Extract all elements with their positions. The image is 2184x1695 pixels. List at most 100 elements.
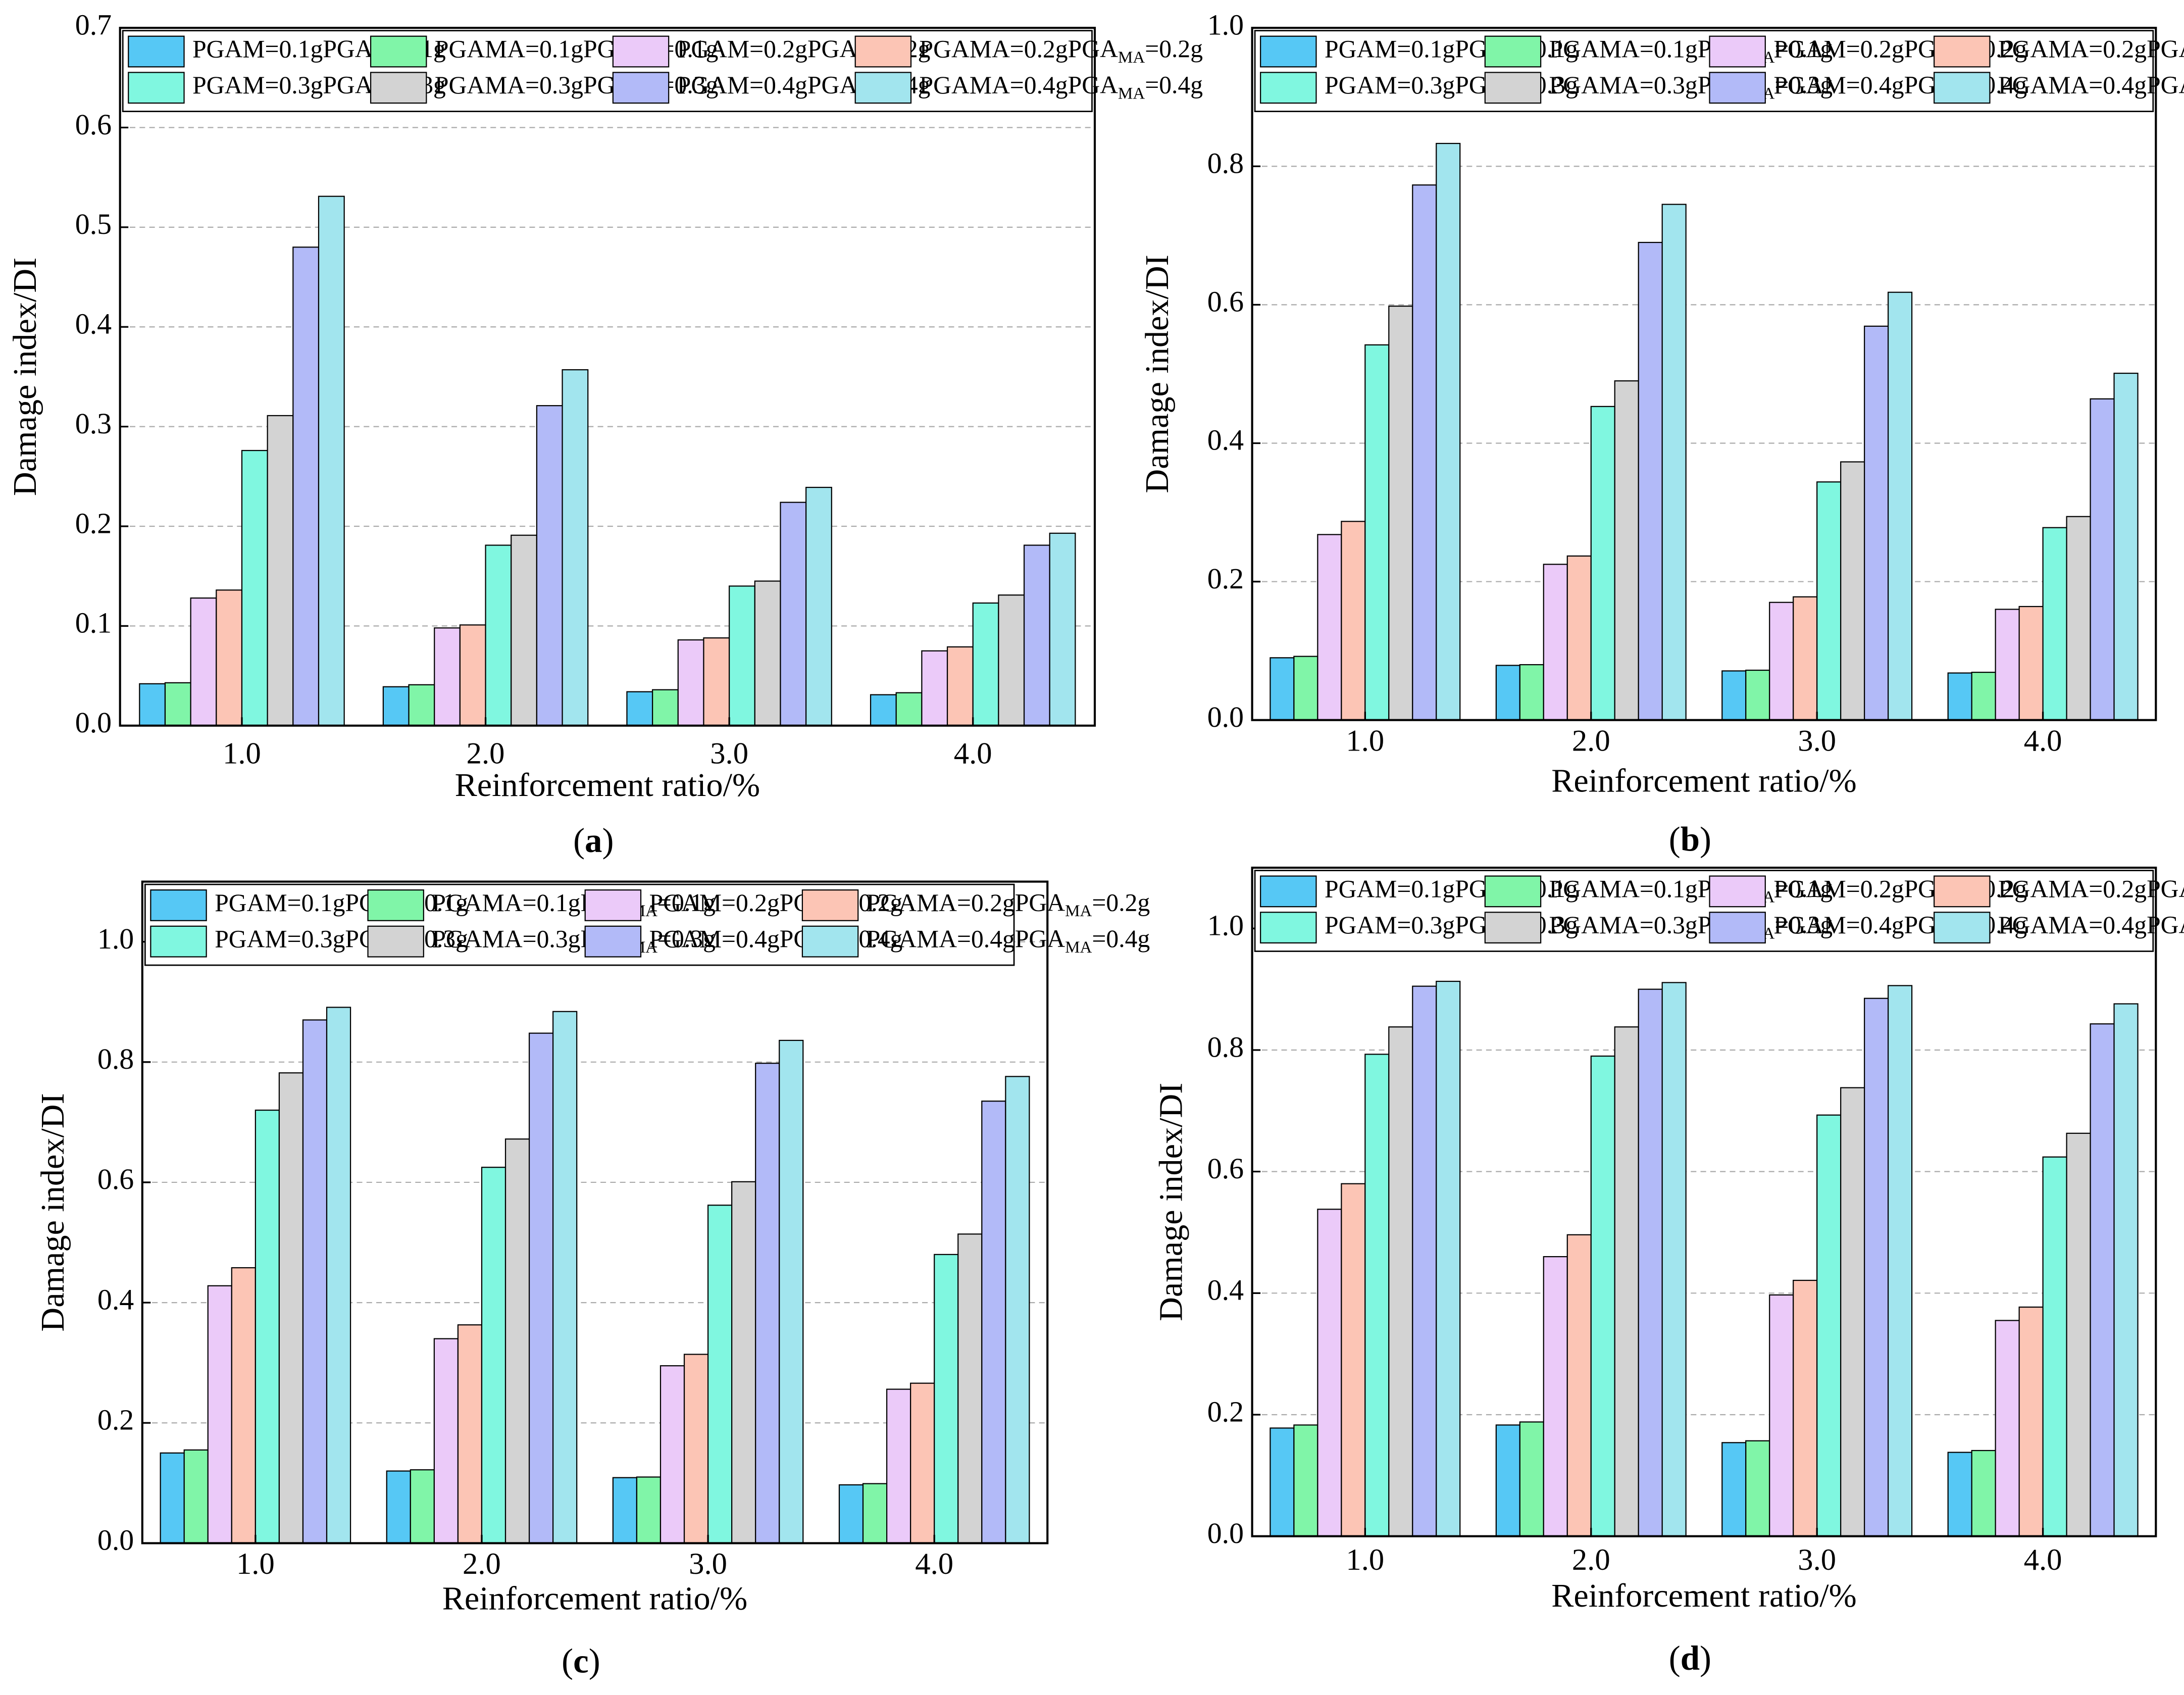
- legend-swatch: [612, 35, 670, 68]
- y-tick-label: 0.0: [1207, 1517, 1244, 1550]
- bar: [1388, 1026, 1413, 1537]
- x-tick-label: 3.0: [1798, 724, 1836, 758]
- y-tick-label: 0.4: [75, 308, 112, 340]
- bar: [729, 585, 755, 726]
- bar: [677, 639, 704, 726]
- x-tick-label: 4.0: [954, 736, 992, 770]
- x-tick-label: 4.0: [2024, 1543, 2062, 1577]
- legend-box: [122, 30, 1093, 112]
- bar: [683, 1354, 709, 1544]
- bar: [886, 1388, 911, 1544]
- bar: [1769, 1294, 1794, 1537]
- bar: [408, 684, 435, 726]
- bar: [1638, 241, 1663, 721]
- y-tick-label: 1.0: [97, 922, 134, 955]
- bar: [485, 544, 512, 726]
- bar: [1364, 344, 1390, 721]
- bar: [267, 415, 294, 726]
- legend-label: PGAMA=0.2gPGAMA=0.2g: [867, 889, 1150, 920]
- bar: [1317, 534, 1342, 721]
- x-tick-label: 2.0: [467, 736, 505, 770]
- bar: [160, 1452, 185, 1544]
- legend-swatch: [801, 889, 859, 921]
- y-tick-label: 0.4: [97, 1283, 134, 1316]
- bar: [386, 1470, 411, 1544]
- bar: [1519, 1421, 1544, 1537]
- bar: [1049, 532, 1076, 726]
- bar: [707, 1205, 733, 1544]
- x-tick-label: 1.0: [1346, 1543, 1384, 1577]
- bar: [659, 1365, 685, 1544]
- legend-swatch: [1260, 35, 1317, 68]
- bar: [972, 602, 999, 726]
- y-tick-label: 0.8: [1207, 147, 1244, 180]
- legend-swatch: [584, 889, 642, 921]
- legend-swatch: [128, 72, 185, 104]
- y-tick-label: 0.0: [75, 706, 112, 739]
- bar: [457, 1324, 483, 1544]
- bar: [731, 1181, 756, 1544]
- legend-swatch: [1484, 72, 1542, 104]
- y-tick-label: 0.8: [1207, 1030, 1244, 1063]
- y-tick-label: 0.1: [75, 607, 112, 639]
- legend-swatch: [367, 925, 424, 958]
- legend-swatch: [1934, 35, 1991, 68]
- x-tick-label: 3.0: [689, 1547, 727, 1581]
- bar: [1840, 1087, 1865, 1537]
- bar: [636, 1476, 662, 1544]
- x-tick-label: 4.0: [915, 1547, 953, 1581]
- bar: [1364, 1054, 1390, 1537]
- x-tick-label: 2.0: [1572, 724, 1610, 758]
- bar: [1566, 1234, 1592, 1537]
- bar: [1590, 406, 1615, 721]
- bar: [536, 405, 563, 726]
- bar: [1566, 555, 1592, 721]
- bar: [241, 450, 268, 726]
- bar: [552, 1011, 578, 1544]
- y-tick-label: 0.3: [75, 407, 112, 440]
- legend-swatch: [1709, 912, 1766, 943]
- plot-frame: [141, 880, 1049, 1544]
- legend-label: PGAMA=0.2gPGAMA=0.2g: [1998, 35, 2184, 66]
- bar: [1543, 564, 1568, 721]
- bar: [779, 1039, 804, 1544]
- bar: [1614, 1026, 1639, 1537]
- bar: [2042, 527, 2067, 721]
- bar: [2066, 1132, 2091, 1537]
- legend-label: PGAMA=0.4gPGAMA=0.4g: [920, 71, 1203, 103]
- legend-swatch: [1260, 912, 1317, 943]
- legend-label: PGAM=0.2gPGAM=0.2g: [649, 889, 903, 920]
- legend-label: PGAMA=0.2gPGAMA=0.2g: [920, 35, 1203, 66]
- legend-swatch: [150, 925, 207, 958]
- bar: [1293, 1424, 1318, 1537]
- legend-label: PGAMA=0.4gPGAMA=0.4g: [1998, 911, 2184, 942]
- bar: [1864, 998, 1889, 1537]
- bar: [934, 1254, 959, 1544]
- y-axis-label: Damage index/DI: [1139, 255, 1176, 493]
- y-tick-label: 0.6: [97, 1163, 134, 1195]
- bar: [1269, 1427, 1295, 1537]
- legend-swatch: [1934, 875, 1991, 908]
- plot-frame: [119, 27, 1096, 727]
- bar: [754, 580, 781, 726]
- legend-label: PGAMA=0.4gPGAMA=0.4g: [1998, 71, 2184, 103]
- legend-box: [1254, 30, 2154, 112]
- legend-label: PGAMA=0.4gPGAMA=0.4g: [867, 925, 1150, 957]
- y-axis-label: Damage index/DI: [7, 258, 43, 496]
- bar: [1519, 664, 1544, 721]
- bar: [1745, 669, 1770, 721]
- bar: [2066, 516, 2091, 721]
- bar: [1793, 596, 1818, 721]
- panel-label: (a): [573, 821, 614, 860]
- bar: [139, 683, 166, 726]
- y-tick-label: 0.0: [1207, 701, 1244, 733]
- x-axis-label: Reinforcement ratio/%: [442, 1580, 748, 1617]
- bar: [1840, 461, 1865, 721]
- y-tick-label: 0.2: [97, 1404, 134, 1436]
- bar: [255, 1109, 280, 1544]
- legend-swatch: [370, 72, 427, 104]
- bar: [1293, 656, 1318, 721]
- bar: [2113, 372, 2139, 721]
